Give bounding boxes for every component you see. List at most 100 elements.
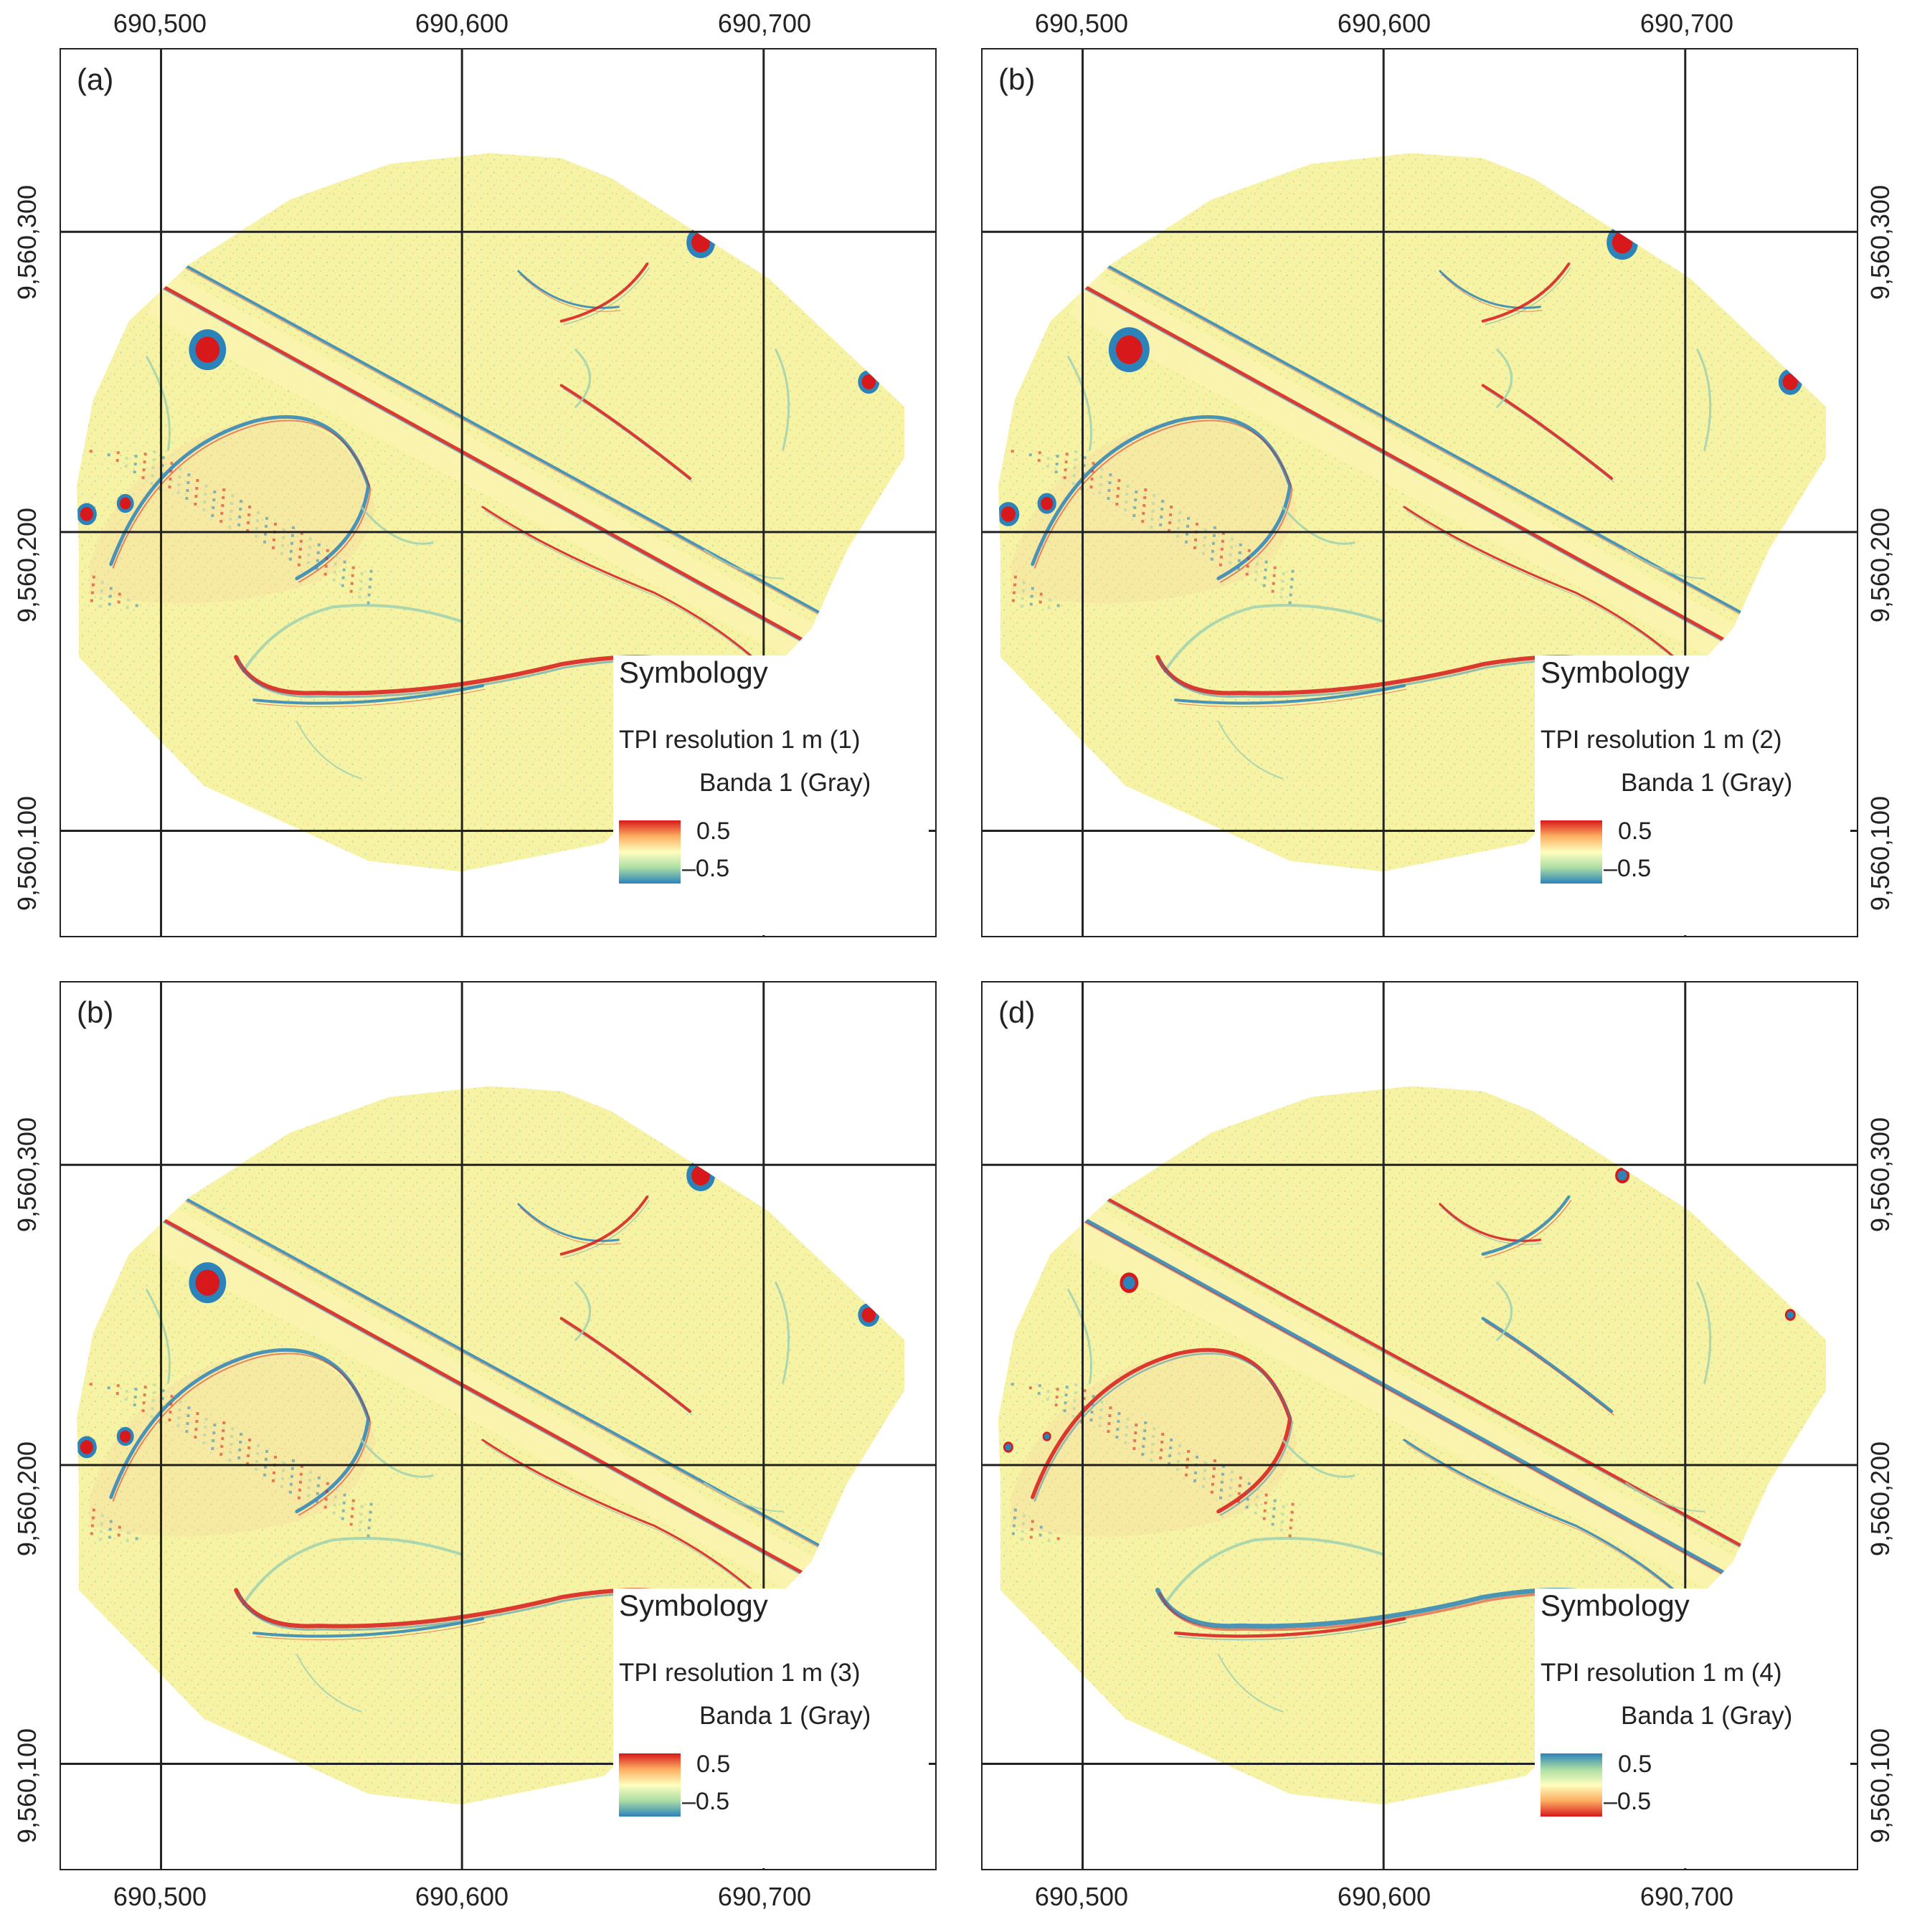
- speckle-pixel: [240, 499, 243, 503]
- speckle-pixel: [272, 546, 275, 549]
- depression-core: [1115, 335, 1142, 364]
- speckle-pixel: [274, 522, 278, 526]
- speckle-pixel: [1236, 1500, 1240, 1503]
- speckle-pixel: [1263, 1509, 1267, 1512]
- speckle-pixel: [142, 468, 146, 472]
- speckle-pixel: [298, 555, 301, 559]
- speckle-pixel: [239, 507, 242, 511]
- speckle-pixel: [1031, 1520, 1034, 1523]
- speckle-pixel: [237, 523, 241, 526]
- depression-core: [1617, 1170, 1627, 1181]
- legend-min-value: –0.5: [682, 855, 730, 882]
- speckle-pixel: [1239, 543, 1242, 546]
- speckle-pixel: [100, 1522, 103, 1525]
- speckle-pixel: [1290, 1518, 1293, 1522]
- terrain-feature-shadow: [1177, 1621, 1407, 1641]
- speckle-pixel: [170, 1395, 174, 1398]
- speckle-pixel: [1054, 1403, 1058, 1407]
- speckle-pixel: [1272, 582, 1275, 585]
- speckle-pixel: [152, 1391, 156, 1395]
- speckle-pixel: [1228, 1494, 1231, 1497]
- speckle-pixel: [1264, 1493, 1268, 1497]
- speckle-pixel: [1056, 1537, 1060, 1540]
- legend-box: Symbology TPI resolution 1 m (1) Banda 1 (…: [613, 655, 929, 935]
- speckle-pixel: [1279, 1528, 1283, 1532]
- speckle-pixel: [1048, 598, 1051, 602]
- speckle-pixel: [300, 1464, 303, 1468]
- speckle-pixel: [1220, 1480, 1224, 1484]
- speckle-pixel: [1107, 489, 1111, 493]
- legend-color-ramp: [619, 820, 681, 884]
- speckle-pixel: [1022, 1514, 1026, 1517]
- speckle-pixel: [1099, 483, 1102, 487]
- terrain-feature-line: [1174, 684, 1406, 705]
- speckle-pixel: [1238, 1484, 1241, 1487]
- speckle-pixel: [204, 1418, 208, 1421]
- legend-layer-name: TPI resolution 1 m (2): [1541, 726, 1782, 754]
- speckle-pixel: [1126, 1418, 1130, 1421]
- terrain-feature-line: [1496, 349, 1513, 408]
- speckle-pixel: [108, 595, 112, 598]
- speckle-pixel: [1100, 1401, 1104, 1404]
- speckle-pixel: [1193, 546, 1197, 549]
- speckle-pixel: [289, 549, 293, 553]
- speckle-pixel: [152, 458, 156, 462]
- speckle-pixel: [1236, 567, 1240, 570]
- terrain-feature-line: [1481, 1195, 1571, 1256]
- speckle-pixel: [117, 600, 120, 604]
- speckle-pixel: [115, 1392, 119, 1396]
- speckle-pixel: [1064, 1393, 1068, 1397]
- speckle-pixel: [1169, 1446, 1173, 1449]
- speckle-pixel: [1272, 1507, 1276, 1510]
- terrain-feature-shadow: [1084, 288, 1765, 666]
- terrain-feature-shadow: [255, 1621, 486, 1640]
- terrain-feature-line: [1102, 262, 1785, 638]
- speckle-pixel: [351, 574, 354, 577]
- speckle-pixel: [1264, 560, 1268, 564]
- legend-max-value: 0.5: [696, 1751, 731, 1778]
- speckle-pixel: [1168, 521, 1172, 524]
- terrain-feature-shadow: [1485, 267, 1571, 326]
- speckle-pixel: [315, 1500, 318, 1503]
- speckle-pixel: [168, 1419, 171, 1422]
- speckle-pixel: [368, 585, 372, 589]
- speckle-pixel: [1290, 577, 1294, 581]
- speckle-pixel: [1150, 525, 1153, 529]
- speckle-pixel: [161, 464, 164, 468]
- speckle-pixel: [1264, 568, 1267, 572]
- speckle-pixel: [326, 549, 329, 552]
- speckle-pixel: [222, 1429, 225, 1432]
- speckle-pixel: [125, 1390, 128, 1393]
- speckle-pixel: [1159, 1456, 1163, 1459]
- speckle-pixel: [1152, 1434, 1155, 1438]
- speckle-pixel: [1065, 453, 1069, 456]
- speckle-pixel: [1037, 459, 1041, 463]
- speckle-pixel: [317, 1476, 321, 1479]
- speckle-pixel: [1064, 468, 1067, 472]
- speckle-pixel: [1272, 574, 1276, 577]
- speckle-pixel: [334, 1487, 338, 1491]
- terrain-feature-line: [559, 1195, 649, 1256]
- speckle-pixel: [248, 505, 252, 508]
- speckle-pixel: [325, 557, 328, 560]
- speckle-pixel: [280, 551, 283, 555]
- speckle-pixel: [1117, 1420, 1120, 1424]
- speckle-pixel: [212, 1439, 215, 1442]
- speckle-pixel: [1099, 1408, 1103, 1412]
- legend-max-value: 0.5: [1618, 1751, 1652, 1778]
- speckle-pixel: [1100, 468, 1104, 471]
- speckle-pixel: [1168, 1454, 1172, 1457]
- x-tick-top-a-1: 690,500: [113, 9, 207, 38]
- speckle-pixel: [1201, 551, 1205, 555]
- speckle-pixel: [204, 493, 207, 496]
- speckle-pixel: [263, 540, 267, 544]
- speckle-pixel: [1022, 581, 1026, 584]
- speckle-pixel: [1187, 516, 1191, 520]
- y-tick-right-b-2: 9,560,200: [1865, 507, 1895, 623]
- terrain-feature-line: [181, 262, 863, 638]
- speckle-pixel: [247, 1454, 250, 1457]
- speckle-pixel: [1083, 456, 1087, 460]
- speckle-pixel: [228, 1458, 232, 1462]
- speckle-pixel: [1187, 1449, 1191, 1453]
- panel-label: (d): [998, 995, 1036, 1029]
